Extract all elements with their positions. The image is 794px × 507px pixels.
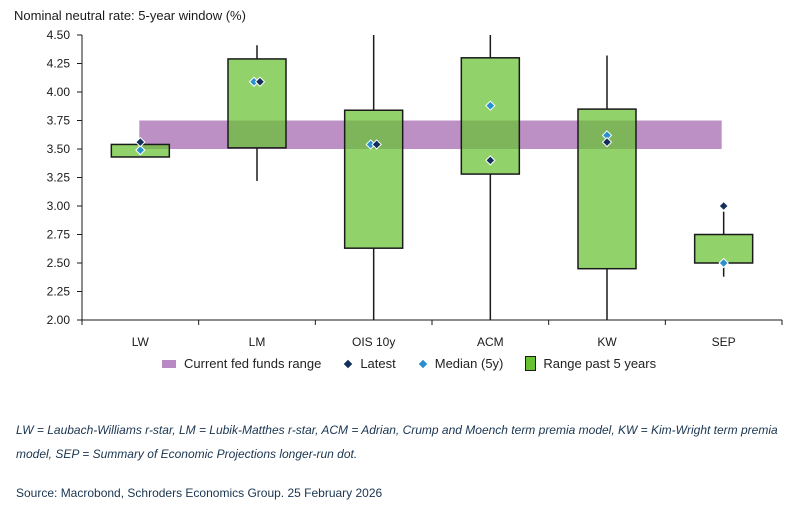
- source-note: Source: Macrobond, Schroders Economics G…: [16, 486, 383, 500]
- legend-item-fed-range: Current fed funds range: [162, 356, 321, 371]
- y-tick-label: 3.50: [47, 142, 71, 156]
- latest-marker: [135, 136, 146, 148]
- legend-fed-range-swatch: [162, 359, 176, 368]
- boxes-layer: [110, 35, 754, 320]
- y-tick-label: 4.00: [47, 85, 71, 99]
- median-marker: [485, 100, 496, 111]
- box-acm: [460, 57, 521, 175]
- x-category-label: LM: [249, 335, 266, 349]
- median-marker: [135, 144, 146, 156]
- latest-marker: [485, 155, 496, 166]
- median-marker: [718, 257, 729, 269]
- x-category-label: KW: [597, 335, 617, 349]
- markers-layer: [135, 76, 729, 269]
- chart-area: Nominal neutral rate: 5-year window (%) …: [14, 8, 783, 349]
- x-axis: LW LM OIS 10y ACM KW SEP: [81, 319, 783, 349]
- chart-title: Nominal neutral rate: 5-year window (%): [14, 8, 246, 23]
- y-tick-label: 2.25: [47, 285, 71, 299]
- legend-box-swatch: [525, 356, 537, 371]
- x-category-label: SEP: [712, 335, 736, 349]
- y-axis: 2.00 2.25 2.50 2.75 3.00 3.25 3.50 3.75 4.00 4.25…: [47, 28, 83, 327]
- y-tick-label: 3.75: [47, 114, 71, 128]
- legend-median-diamond-icon: [418, 359, 427, 368]
- y-tick-label: 3.25: [47, 171, 71, 185]
- legend-item-median: Median (5y): [418, 356, 504, 371]
- y-tick-label: 4.50: [47, 28, 71, 42]
- y-tick-label: 4.25: [47, 57, 71, 71]
- legend-item-box: Range past 5 years: [525, 356, 656, 371]
- y-tick-label: 3.00: [47, 199, 71, 213]
- x-category-label: LW: [132, 335, 150, 349]
- legend: Current fed funds range Latest Median (5…: [162, 356, 678, 371]
- y-tick-label: 2.00: [47, 313, 71, 327]
- footnote: LW = Laubach-Williams r-star, LM = Lubik…: [16, 423, 778, 461]
- latest-marker: [254, 76, 266, 87]
- latest-marker: [371, 139, 382, 150]
- legend-label: Median (5y): [434, 356, 504, 371]
- x-category-label: ACM: [477, 335, 504, 349]
- legend-label: Latest: [360, 356, 396, 371]
- latest-marker: [601, 136, 613, 148]
- legend-item-latest: Latest: [343, 356, 396, 371]
- box-lm: [227, 58, 287, 149]
- legend-latest-diamond-icon: [344, 359, 353, 368]
- legend-label: Range past 5 years: [543, 356, 657, 371]
- box-ois-10y: [343, 109, 404, 249]
- y-tick-label: 2.50: [47, 256, 71, 270]
- legend-label: Current fed funds range: [184, 356, 322, 371]
- y-tick-label: 2.75: [47, 228, 71, 242]
- latest-marker: [718, 200, 729, 212]
- x-category-label: OIS 10y: [352, 335, 395, 349]
